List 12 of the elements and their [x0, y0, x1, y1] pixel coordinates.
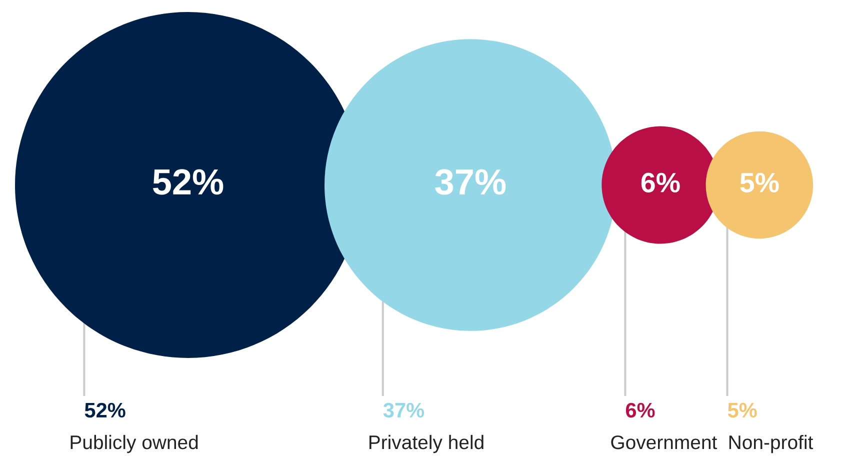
- text: 6%: [641, 172, 680, 192]
- data-label: 5%: [728, 402, 757, 418]
- category-label: Government: [611, 435, 718, 450]
- text: 52%: [152, 169, 224, 195]
- text: 37%: [435, 169, 506, 195]
- data-label: 6%: [626, 402, 655, 418]
- data-label: 37%: [383, 402, 424, 418]
- category-label: Non-profit: [729, 434, 814, 454]
- category-label: Publicly owned: [70, 434, 198, 454]
- category-label: Privately held: [369, 434, 484, 454]
- data-label: 52%: [84, 402, 126, 418]
- text: 5%: [740, 172, 779, 192]
